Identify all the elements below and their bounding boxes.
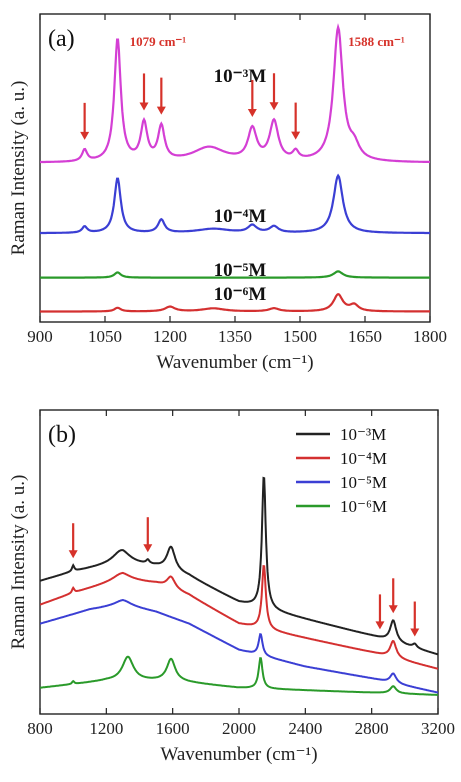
- panel-b-arrow-marker: [388, 578, 398, 614]
- panel-a-x-tick-label: 1650: [348, 327, 382, 346]
- panel-a-arrow-marker: [269, 73, 279, 111]
- panel-b-arrow-marker: [410, 601, 420, 637]
- panel-b-arrow-marker: [143, 517, 153, 553]
- panel-b-panel-label: (b): [48, 422, 76, 448]
- panel-a-x-tick-label: 1800: [413, 327, 447, 346]
- panel-b-x-tick-label: 3200: [421, 719, 455, 738]
- panel-a-arrow-marker: [247, 79, 257, 117]
- panel-a-x-tick-label: 1050: [88, 327, 122, 346]
- panel-b-x-tick-label: 1200: [89, 719, 123, 738]
- panel-a-series-label: 10⁻⁴M: [214, 206, 267, 227]
- panel-b-legend-label: 10⁻⁶M: [340, 497, 387, 516]
- panel-b-arrow-marker: [68, 523, 78, 559]
- panel-a-panel-label: (a): [48, 26, 75, 52]
- panel-a-series-label: 10⁻⁶M: [214, 284, 267, 305]
- panel-a-series-line: [40, 270, 430, 279]
- panel-b-legend-label: 10⁻⁵M: [340, 473, 387, 492]
- panel-a-arrow-marker: [156, 77, 166, 115]
- panel-a-arrow-marker: [80, 102, 90, 140]
- panel-b-series-line: [40, 598, 438, 694]
- panel-b-x-tick-label: 1600: [156, 719, 190, 738]
- panel-b-x-axis-label: Wavenumber (cm⁻¹): [160, 744, 317, 765]
- panel-b-legend-label: 10⁻³M: [340, 425, 386, 444]
- panel-a-series-label: 10⁻³M: [214, 66, 267, 87]
- panel-b-x-tick-label: 2400: [288, 719, 322, 738]
- panel-a-x-axis-label: Wavenumber (cm⁻¹): [156, 352, 313, 373]
- panel-b-arrow-marker: [375, 594, 385, 630]
- panel-b-series-line: [40, 564, 438, 670]
- panel-b-series-line: [40, 476, 438, 656]
- panel-b-series-line: [40, 655, 438, 696]
- panel-a-x-tick-label: 1350: [218, 327, 252, 346]
- panel-a-x-tick-label: 900: [27, 327, 53, 346]
- panel-a-series-line: [40, 173, 430, 235]
- panel-a-peak-annotation: 1079 cm⁻¹: [130, 34, 187, 49]
- panel-a-x-tick-label: 1500: [283, 327, 317, 346]
- panel-a-arrow-marker: [139, 73, 149, 111]
- panel-a-x-tick-label: 1200: [153, 327, 187, 346]
- panel-b-x-tick-label: 800: [27, 719, 53, 738]
- panel-a-y-axis-label: Raman Intensity (a. u.): [8, 81, 29, 256]
- panel-b-x-tick-label: 2000: [222, 719, 256, 738]
- panel-a-series-label: 10⁻⁵M: [214, 260, 267, 281]
- panel-a-arrow-marker: [291, 102, 301, 140]
- panel-a-series-line: [40, 293, 430, 313]
- panel-a-series-line: [40, 23, 430, 164]
- panel-a-peak-annotation: 1588 cm⁻¹: [348, 34, 405, 49]
- panel-b-x-tick-label: 2800: [355, 719, 389, 738]
- panel-b-y-axis-label: Raman Intensity (a. u.): [8, 475, 29, 650]
- panel-b-legend-label: 10⁻⁴M: [340, 449, 387, 468]
